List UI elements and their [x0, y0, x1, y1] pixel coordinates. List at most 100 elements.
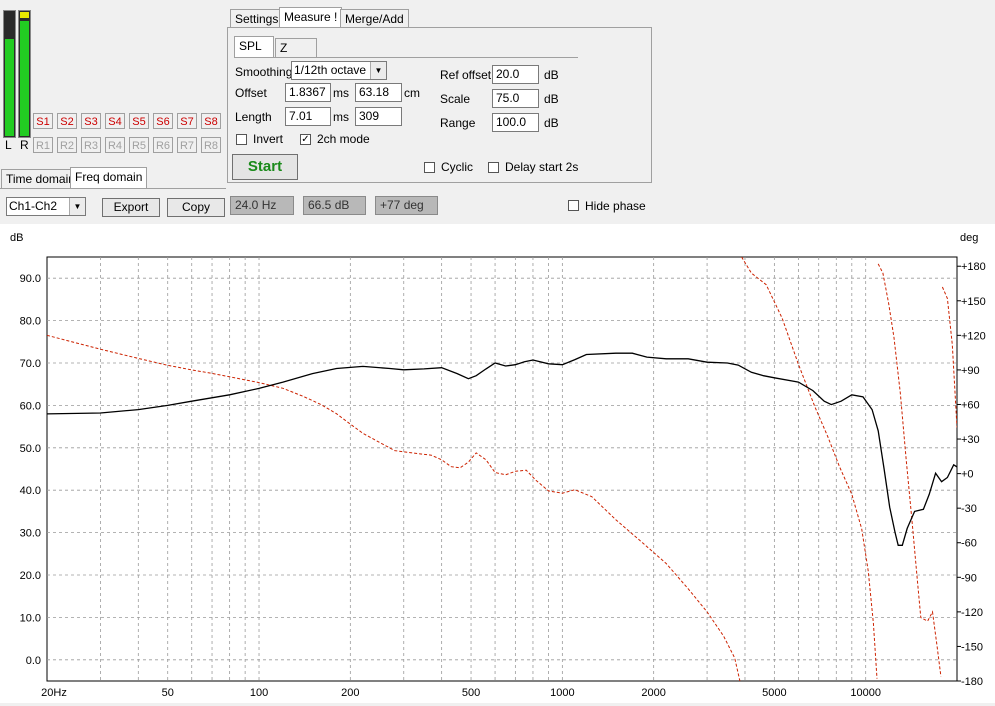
range-field[interactable]: 100.0 — [492, 113, 539, 132]
store-slot-button-5[interactable]: S5 — [129, 113, 149, 129]
x-tick-label: 5000 — [762, 687, 786, 699]
x-tick-label: 500 — [462, 687, 480, 699]
hide-phase-checkbox[interactable] — [568, 200, 579, 211]
x-tick-label: 10000 — [850, 687, 881, 699]
store-slot-button-8[interactable]: S8 — [201, 113, 221, 129]
y-tick-label: 0.0 — [26, 655, 41, 667]
delay-start-checkbox[interactable] — [488, 162, 499, 173]
y-tick-label: 20.0 — [20, 570, 41, 582]
range-label: Range — [440, 116, 476, 130]
left-level-fill — [5, 39, 14, 136]
plot-area — [46, 256, 958, 682]
recall-slot-button-1[interactable]: R1 — [33, 137, 53, 153]
copy-button[interactable]: Copy — [167, 198, 225, 217]
ref-offset-label: Ref offset — [440, 68, 492, 82]
phase-curve — [877, 263, 942, 677]
right-meter-label: R — [20, 138, 29, 152]
level-readout: 66.5 dB — [303, 196, 366, 215]
x-tick-label: 200 — [341, 687, 359, 699]
y-tick-label: 80.0 — [20, 316, 41, 328]
length-label: Length — [235, 110, 272, 124]
right-tick-label: +0 — [961, 469, 974, 481]
recall-slot-button-3[interactable]: R3 — [81, 137, 101, 153]
length-samples-field[interactable]: 309 — [355, 107, 402, 126]
export-button[interactable]: Export — [102, 198, 160, 217]
right-tick-label: -90 — [961, 572, 977, 584]
tab-z[interactable]: Z — [275, 38, 317, 57]
left-meter-label: L — [5, 138, 12, 152]
right-tick-label: +30 — [961, 434, 980, 446]
invert-label: Invert — [253, 132, 284, 146]
right-tick-label: +60 — [961, 399, 980, 411]
ref-offset-field[interactable]: 20.0 — [492, 65, 539, 84]
right-axis-title: deg — [960, 232, 978, 244]
offset-ms-field[interactable]: 1.8367 — [285, 83, 331, 102]
store-slot-button-7[interactable]: S7 — [177, 113, 197, 129]
offset-cm-unit: cm — [404, 86, 420, 100]
left-level-meter — [3, 10, 16, 138]
chevron-down-icon: ▼ — [69, 198, 85, 215]
tab-settings[interactable]: Settings — [230, 9, 284, 28]
start-button[interactable]: Start — [232, 154, 298, 180]
spl-curve — [47, 352, 957, 546]
store-slot-button-4[interactable]: S4 — [105, 113, 125, 129]
left-axis-title: dB — [10, 232, 23, 244]
phase-curve — [941, 286, 957, 428]
tab-spl[interactable]: SPL — [234, 36, 274, 57]
right-level-meter — [18, 10, 31, 138]
frequency-readout: 24.0 Hz — [230, 196, 294, 215]
right-tick-label: +120 — [961, 330, 986, 342]
recall-slot-button-4[interactable]: R4 — [105, 137, 125, 153]
x-tick-label: 100 — [250, 687, 268, 699]
tab-freq-domain[interactable]: Freq domain — [70, 167, 148, 188]
smoothing-select[interactable]: 1/12th octave ▼ — [291, 61, 387, 80]
right-tick-label: -60 — [961, 538, 977, 550]
scale-label: Scale — [440, 92, 471, 106]
y-tick-label: 30.0 — [20, 528, 41, 540]
2ch-mode-label: 2ch mode — [317, 132, 370, 146]
delay-start-label: Delay start 2s — [505, 160, 579, 174]
tab-merge-add[interactable]: Merge/Add — [340, 9, 409, 28]
frequency-response-chart[interactable]: 0.0 10.0 20.0 30.0 40.0 50.0 60.0 70.0 80.0 90.0 -… — [0, 224, 995, 703]
range-unit: dB — [544, 116, 559, 130]
right-tick-label: -30 — [961, 503, 977, 515]
right-tick-label: +150 — [961, 296, 986, 308]
smoothing-value: 1/12th octave — [294, 63, 367, 77]
invert-checkbox[interactable] — [236, 134, 247, 145]
tab-measure[interactable]: Measure ! — [279, 7, 343, 28]
y-tick-label: 50.0 — [20, 443, 41, 455]
phase-curve — [741, 257, 878, 679]
y-tick-label: 40.0 — [20, 485, 41, 497]
offset-label: Offset — [235, 86, 267, 100]
right-level-peak — [20, 12, 29, 18]
store-slot-button-2[interactable]: S2 — [57, 113, 77, 129]
store-slot-button-1[interactable]: S1 — [33, 113, 53, 129]
recall-slot-button-5[interactable]: R5 — [129, 137, 149, 153]
scale-field[interactable]: 75.0 — [492, 89, 539, 108]
domain-tab-line — [0, 188, 226, 189]
sub-tab-line — [234, 57, 578, 58]
right-tick-label: +180 — [961, 261, 986, 273]
offset-cm-field[interactable]: 63.18 — [355, 83, 402, 102]
recall-slot-button-6[interactable]: R6 — [153, 137, 173, 153]
y-tick-label: 70.0 — [20, 358, 41, 370]
tab-time-domain[interactable]: Time domain — [1, 169, 80, 188]
right-tick-label: -180 — [961, 676, 983, 688]
right-level-fill — [20, 20, 29, 136]
cyclic-checkbox[interactable] — [424, 162, 435, 173]
recall-slot-button-2[interactable]: R2 — [57, 137, 77, 153]
length-ms-unit: ms — [333, 110, 349, 124]
chevron-down-icon: ▼ — [370, 62, 386, 79]
recall-slot-button-8[interactable]: R8 — [201, 137, 221, 153]
store-slot-button-6[interactable]: S6 — [153, 113, 173, 129]
right-tick-label: -120 — [961, 607, 983, 619]
store-slot-button-3[interactable]: S3 — [81, 113, 101, 129]
phase-readout: +77 deg — [375, 196, 438, 215]
2ch-mode-checkbox[interactable]: ✓ — [300, 134, 311, 145]
recall-slot-button-7[interactable]: R7 — [177, 137, 197, 153]
channel-select[interactable]: Ch1-Ch2 ▼ — [6, 197, 86, 216]
length-ms-field[interactable]: 7.01 — [285, 107, 331, 126]
hide-phase-label: Hide phase — [585, 199, 646, 213]
measure-panel: SPL Z Smoothing 1/12th octave ▼ Offset 1… — [227, 27, 652, 183]
cyclic-label: Cyclic — [441, 160, 473, 174]
